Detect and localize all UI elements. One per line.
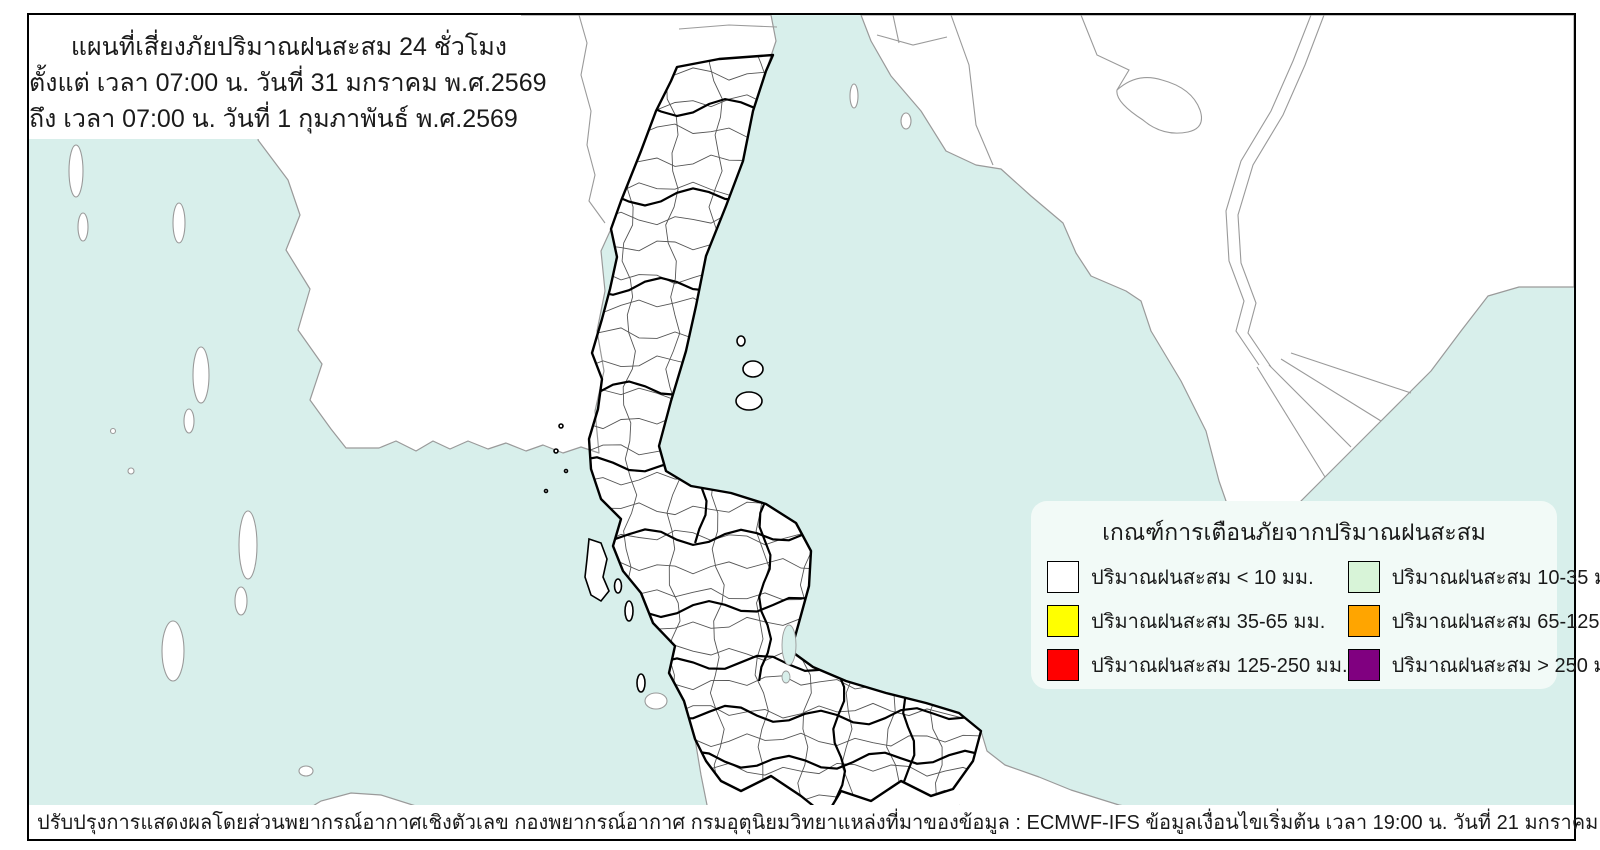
legend-label: ปริมาณฝนสะสม 65-125 มม.	[1391, 611, 1600, 633]
legend-label: ปริมาณฝนสะสม 35-65 มม.	[1091, 611, 1326, 633]
footer-credit-text: ปรับปรุงการแสดงผลโดยส่วนพยากรณ์อากาศเชิง…	[37, 812, 838, 834]
islands-gray	[68, 83, 912, 777]
map-frame: แผนที่เสี่ยงภัยปริมาณฝนสะสม 24 ชั่วโมง ต…	[27, 13, 1600, 841]
legend-swatch-gt250	[1347, 649, 1380, 681]
legend-label: ปริมาณฝนสะสม > 250 มม.	[1391, 655, 1600, 677]
legend-item: ปริมาณฝนสะสม > 250 มม.	[1347, 649, 1600, 681]
landmass-east	[860, 15, 1574, 557]
songkhla-lagoon	[781, 624, 797, 684]
legend-swatch-10-35	[1347, 561, 1380, 593]
footer-source-text: แหล่งที่มาของข้อมูล : ECMWF-IFS ข้อมูลเง…	[837, 812, 1600, 834]
legend-swatch-35-65	[1047, 605, 1079, 637]
legend-label: ปริมาณฝนสะสม 10-35 มม.	[1391, 567, 1600, 589]
legend-item: ปริมาณฝนสะสม 35-65 มม.	[1047, 605, 1348, 637]
map-title-line2: ตั้งแต่ เวลา 07:00 น. วันที่ 31 มกราคม พ…	[29, 69, 547, 97]
legend-swatch-125-250	[1047, 649, 1079, 681]
islands-thai	[543, 335, 764, 693]
legend-item: ปริมาณฝนสะสม 10-35 มม.	[1347, 561, 1600, 593]
legend-label: ปริมาณฝนสะสม 125-250 มม.	[1091, 655, 1348, 677]
map-title-line3: ถึง เวลา 07:00 น. วันที่ 1 กุมภาพันธ์ พ.…	[29, 105, 518, 133]
legend-box: เกณฑ์การเตือนภัยจากปริมาณฝนสะสม ปริมาณฝน…	[1031, 501, 1600, 689]
footer-bar: ปรับปรุงการแสดงผลโดยส่วนพยากรณ์อากาศเชิง…	[29, 805, 1600, 839]
legend-swatch-65-125	[1347, 605, 1380, 637]
title-box: แผนที่เสี่ยงภัยปริมาณฝนสะสม 24 ชั่วโมง ต…	[29, 15, 547, 139]
legend-grid: ปริมาณฝนสะสม < 10 มม. ปริมาณฝนสะสม 10-35…	[1047, 561, 1600, 681]
legend-label: ปริมาณฝนสะสม < 10 มม.	[1091, 567, 1314, 589]
map-canvas	[29, 15, 1574, 839]
legend-swatch-lt10	[1047, 561, 1079, 593]
thai-region-outline	[587, 53, 983, 818]
legend-item: ปริมาณฝนสะสม < 10 มม.	[1047, 561, 1348, 593]
legend-title: เกณฑ์การเตือนภัยจากปริมาณฝนสะสม	[1102, 519, 1486, 545]
legend-item: ปริมาณฝนสะสม 125-250 มม.	[1047, 649, 1348, 681]
legend-item: ปริมาณฝนสะสม 65-125 มม.	[1347, 605, 1600, 637]
map-title-line1: แผนที่เสี่ยงภัยปริมาณฝนสะสม 24 ชั่วโมง	[70, 33, 507, 61]
